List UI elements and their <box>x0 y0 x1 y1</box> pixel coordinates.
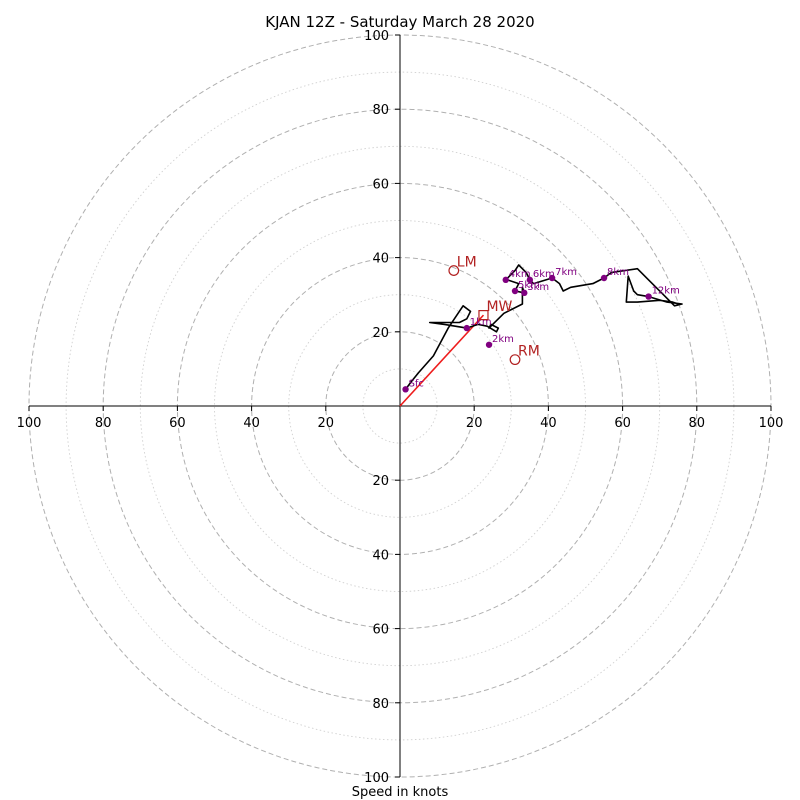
shear-vector-line <box>399 314 485 407</box>
y-tick-label: 60 <box>372 177 389 192</box>
y-tick-label: 100 <box>364 771 389 786</box>
height-marker-label: 2km <box>492 334 514 345</box>
y-tick-label: 40 <box>372 548 389 563</box>
x-tick-label: 100 <box>759 416 784 431</box>
height-marker-label: 3km <box>527 282 549 293</box>
x-tick-label: 60 <box>169 416 186 431</box>
height-marker-label: Sfc <box>409 378 424 389</box>
height-marker-label: 12km <box>652 286 680 297</box>
y-tick-label: 80 <box>372 697 389 712</box>
height-marker <box>645 293 652 300</box>
y-tick-label: 100 <box>364 29 389 44</box>
storm-motion-markers: LM RM MW <box>448 255 540 366</box>
x-tick-label: 40 <box>540 416 557 431</box>
x-tick-label: 20 <box>466 416 483 431</box>
height-marker-label: 4km <box>509 269 531 280</box>
y-tick-label: 80 <box>372 103 389 118</box>
height-marker <box>526 276 534 284</box>
height-marker <box>485 341 493 348</box>
height-marker-label: 1km <box>470 317 492 328</box>
height-marker <box>502 276 509 284</box>
height-marker <box>548 274 556 282</box>
storm-motion-label: MW <box>486 299 512 315</box>
chart-title: KJAN 12Z - Saturday March 28 2020 <box>265 13 534 31</box>
height-marker-label: 5km <box>518 280 540 291</box>
x-tick-label: 80 <box>95 416 112 431</box>
height-marker-label: 7km <box>555 267 577 278</box>
height-marker <box>521 289 528 297</box>
x-tick-label: 40 <box>243 416 260 431</box>
x-axis-label: Speed in knots <box>352 785 449 800</box>
y-tick-label: 20 <box>372 474 389 489</box>
storm-motion-label: LM <box>457 255 477 271</box>
height-marker-label: 8km <box>607 267 629 278</box>
y-tick-label: 20 <box>372 326 389 341</box>
storm-motion-marker <box>509 354 521 366</box>
height-marker <box>511 287 519 295</box>
y-tick-label: 60 <box>372 623 389 638</box>
shear-vector <box>399 314 485 407</box>
tick-labels: 100 80 60 40 20 20 40 60 80 100 100 80 60 40 20 20 40 60 8… <box>17 29 784 786</box>
x-tick-label: 20 <box>318 416 335 431</box>
x-tick-label: 100 <box>17 416 42 431</box>
height-marker <box>463 324 470 332</box>
storm-motion-label: RM <box>518 344 540 360</box>
height-marker-label: 6km <box>533 269 555 280</box>
height-marker <box>402 386 409 393</box>
x-tick-label: 80 <box>689 416 706 431</box>
y-tick-label: 40 <box>372 252 389 267</box>
storm-motion-marker <box>448 265 460 276</box>
x-tick-label: 60 <box>614 416 631 431</box>
mean-wind-marker <box>478 310 489 321</box>
height-marker <box>600 274 608 282</box>
